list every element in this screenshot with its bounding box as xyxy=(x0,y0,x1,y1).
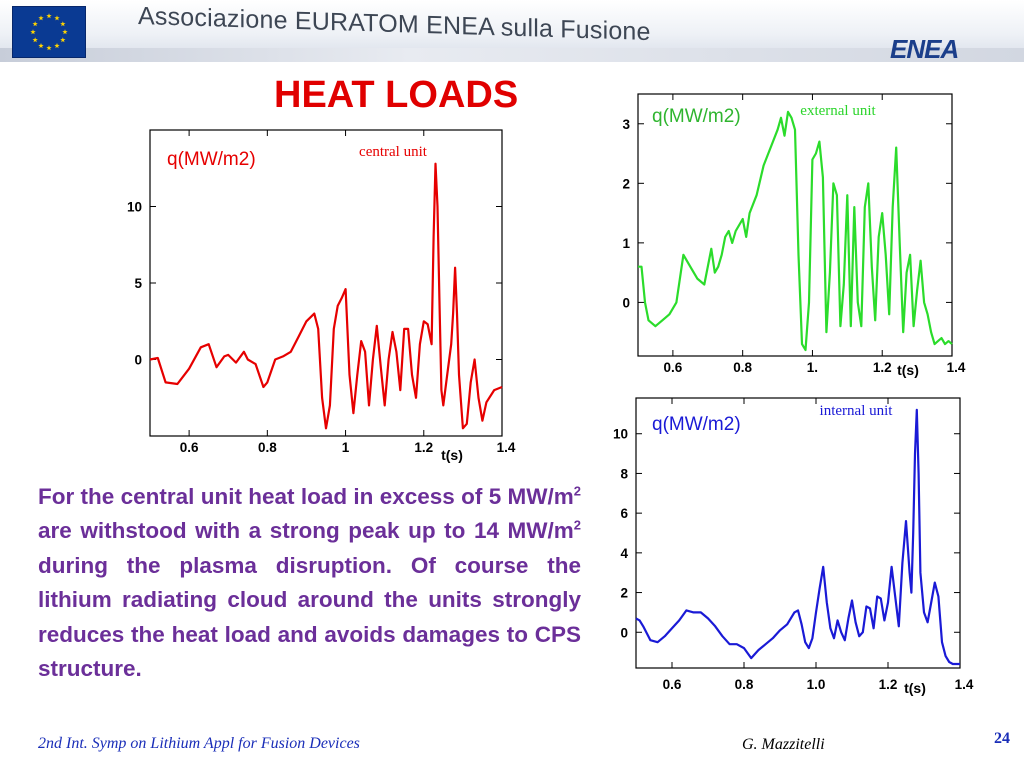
y-tick-label: 0 xyxy=(134,353,142,368)
header-stripe xyxy=(0,48,1024,62)
chart-title: internal unit xyxy=(820,403,894,419)
superscript: 2 xyxy=(573,483,581,499)
chart-title: external unit xyxy=(800,103,876,119)
eu-star-icon xyxy=(60,37,66,43)
eu-star-icon xyxy=(30,29,36,35)
y-tick-label: 2 xyxy=(620,586,628,601)
x-tick-label: 1. xyxy=(807,360,818,375)
plot-frame xyxy=(637,93,953,357)
eu-star-icon xyxy=(62,29,68,35)
superscript: 2 xyxy=(573,517,581,533)
x-tick-label: 1.2 xyxy=(414,440,433,455)
y-axis-label: q(MW/m2) xyxy=(167,149,256,170)
y-tick-label: 2 xyxy=(622,176,630,191)
x-tick-label: 0.6 xyxy=(663,677,682,692)
eu-star-icon xyxy=(54,43,60,49)
x-tick-label: 1.4 xyxy=(947,360,966,375)
body-text-part: are withstood with a strong peak up to 1… xyxy=(38,518,574,544)
y-axis-label: q(MW/m2) xyxy=(652,106,741,127)
body-text-part: during the plasma disruption. Of course … xyxy=(38,552,581,682)
central-unit-chart: 0 5 10 0.6 0.8 1 1.2 1.4 q(MW/m2) central unit t(s… xyxy=(127,129,516,463)
x-axis-label: t(s) xyxy=(441,447,463,463)
x-tick-label: 0.6 xyxy=(663,360,682,375)
x-tick-label: 0.8 xyxy=(258,440,277,455)
data-series-line xyxy=(149,162,503,430)
data-series-line xyxy=(638,110,953,352)
x-tick-label: 1.4 xyxy=(955,677,974,692)
y-tick-label: 4 xyxy=(620,546,628,561)
x-axis-label: t(s) xyxy=(904,680,926,696)
external-unit-chart: 0 1 2 3 0.6 0.8 1. 1.2 1.4 q(MW/m2) external unit t… xyxy=(622,93,966,378)
footer-conference: 2nd Int. Symp on Lithium Appl for Fusion… xyxy=(38,735,360,752)
internal-unit-chart: 0 2 4 6 8 10 0.6 0.8 1.0 1.2 1.4 q(MW/m2) internal u… xyxy=(613,397,974,696)
eu-star-icon xyxy=(46,13,52,19)
y-tick-label: 6 xyxy=(620,506,628,521)
y-tick-label: 10 xyxy=(613,427,628,442)
y-axis-label: q(MW/m2) xyxy=(652,414,741,435)
eu-star-icon xyxy=(54,15,60,21)
enea-logo: ENEA xyxy=(890,34,959,64)
eu-star-icon xyxy=(32,21,38,27)
x-tick-label: 1.4 xyxy=(497,440,516,455)
x-tick-label: 1.0 xyxy=(807,677,826,692)
data-series-line xyxy=(635,408,960,666)
y-tick-label: 5 xyxy=(134,276,142,291)
x-axis-label: t(s) xyxy=(897,362,919,378)
x-tick-label: 0.8 xyxy=(735,677,754,692)
eu-flag-icon xyxy=(12,6,86,58)
footer-author: G. Mazzitelli xyxy=(742,736,825,753)
x-tick-label: 0.6 xyxy=(180,440,199,455)
page-number: 24 xyxy=(994,730,1010,747)
eu-star-icon xyxy=(60,21,66,27)
y-tick-label: 1 xyxy=(622,236,630,251)
y-tick-label: 0 xyxy=(620,625,628,640)
eu-star-icon xyxy=(46,45,52,51)
body-paragraph: For the central unit heat load in excess… xyxy=(38,480,581,686)
y-tick-label: 0 xyxy=(622,295,630,310)
plot-frame xyxy=(635,397,961,669)
x-tick-label: 0.8 xyxy=(733,360,752,375)
x-tick-label: 1.2 xyxy=(879,677,898,692)
chart-title: central unit xyxy=(359,144,428,160)
slide-title: HEAT LOADS xyxy=(274,74,519,116)
x-tick-label: 1.2 xyxy=(873,360,892,375)
eu-star-icon xyxy=(38,43,44,49)
y-tick-label: 8 xyxy=(620,466,628,481)
plot-frame xyxy=(149,129,503,437)
y-tick-label: 3 xyxy=(622,117,630,132)
y-tick-label: 10 xyxy=(127,200,142,215)
eu-star-icon xyxy=(32,37,38,43)
body-text-part: For the central unit heat load in excess… xyxy=(38,484,574,509)
x-tick-label: 1 xyxy=(342,440,350,455)
eu-star-icon xyxy=(38,15,44,21)
